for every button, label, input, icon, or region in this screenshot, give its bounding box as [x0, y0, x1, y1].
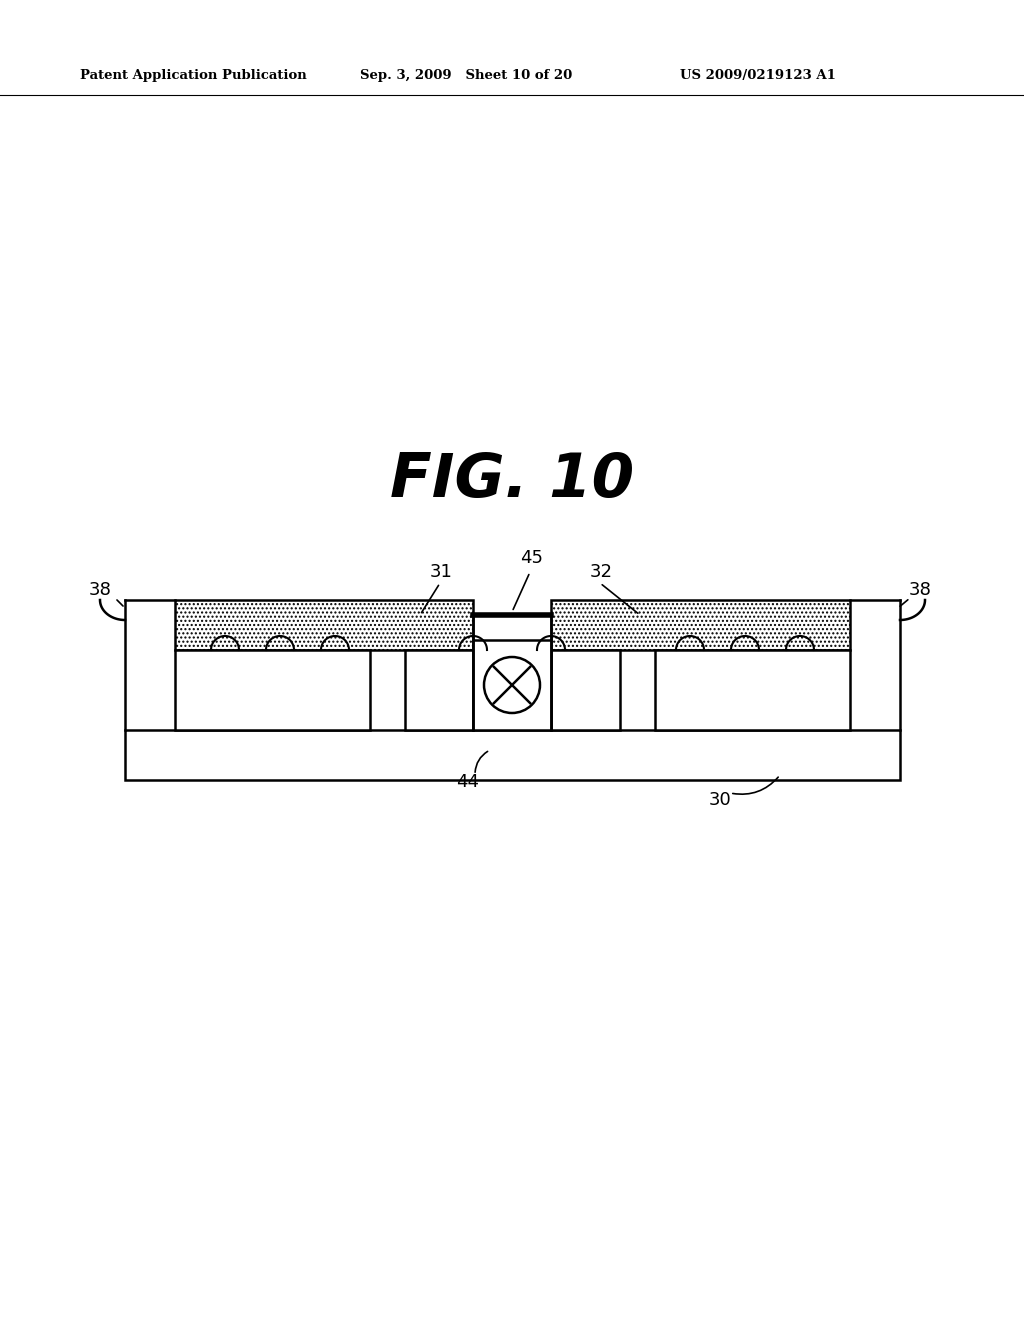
Text: 38: 38 — [908, 581, 932, 599]
Text: US 2009/0219123 A1: US 2009/0219123 A1 — [680, 69, 836, 82]
Text: 32: 32 — [590, 564, 613, 581]
Bar — [655, 649, 850, 730]
Text: 45: 45 — [520, 549, 543, 568]
Bar — [125, 730, 900, 780]
Text: Sep. 3, 2009   Sheet 10 of 20: Sep. 3, 2009 Sheet 10 of 20 — [360, 69, 572, 82]
Bar — [551, 601, 850, 649]
Text: FIG. 10: FIG. 10 — [390, 450, 634, 510]
Bar — [473, 640, 551, 730]
Bar — [175, 649, 370, 730]
Text: 38: 38 — [88, 581, 112, 599]
Bar — [175, 601, 473, 649]
Text: 31: 31 — [430, 564, 453, 581]
Bar — [551, 649, 620, 730]
Bar — [406, 649, 473, 730]
Text: Patent Application Publication: Patent Application Publication — [80, 69, 307, 82]
Text: 30: 30 — [709, 791, 731, 809]
Text: 44: 44 — [457, 774, 479, 791]
